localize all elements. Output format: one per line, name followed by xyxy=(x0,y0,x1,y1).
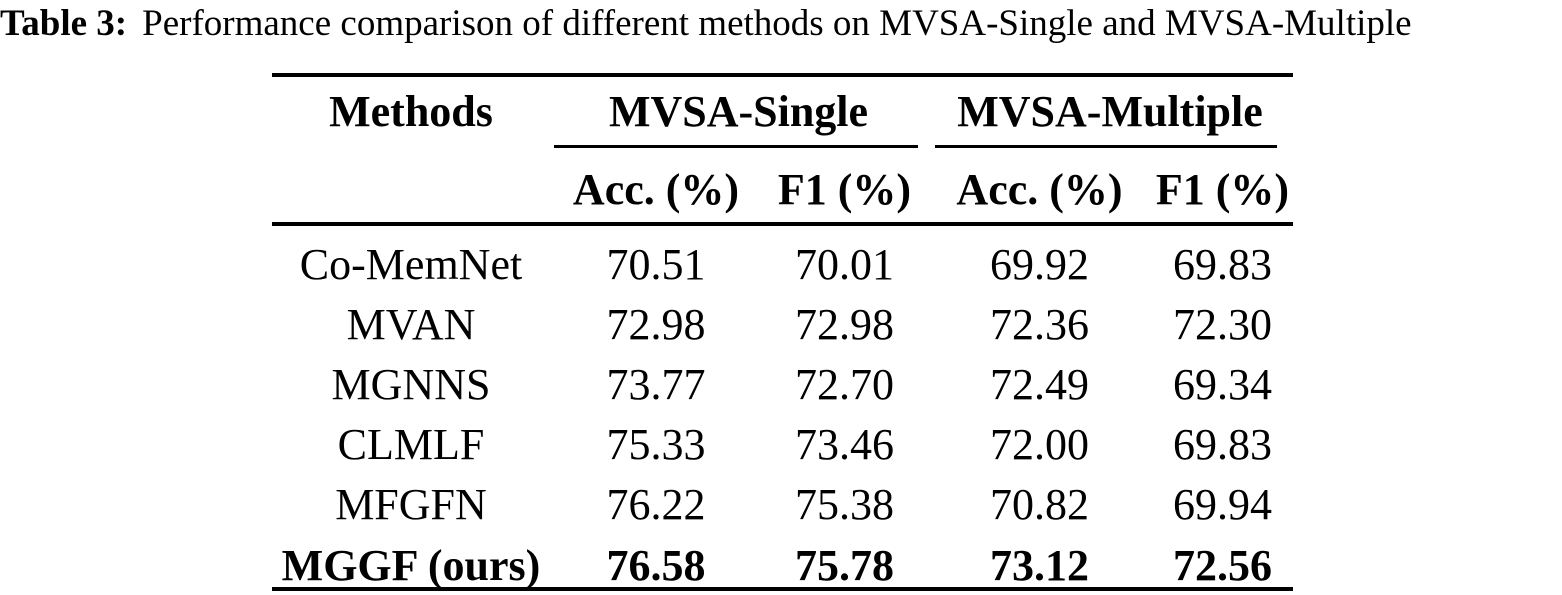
subheader-acc-single: Acc. (%) xyxy=(572,164,740,214)
group-header-mvsa-multiple: MVSA-Multiple xyxy=(957,86,1263,136)
value-cell: 72.56 xyxy=(1173,540,1272,590)
value-cell: 75.38 xyxy=(795,480,894,530)
value-cell: 73.12 xyxy=(990,540,1089,590)
method-cell: CLMLF xyxy=(337,420,485,470)
subheader-acc-multiple: Acc. (%) xyxy=(956,164,1123,214)
top-rule xyxy=(272,73,1293,77)
single-group-rule xyxy=(554,145,918,148)
value-cell: 70.51 xyxy=(606,239,706,289)
value-cell: 72.98 xyxy=(795,299,894,349)
table-row-mggf-ours: MGGF (ours) 76.58 75.78 73.12 72.56 xyxy=(272,527,1293,590)
group-header-mvsa-single: MVSA-Single xyxy=(608,86,869,136)
table-row-clmlf: CLMLF 75.33 73.46 72.00 69.83 xyxy=(272,407,1293,470)
value-cell: 69.83 xyxy=(1173,420,1272,470)
method-cell: Co-MemNet xyxy=(299,239,523,289)
value-cell: 69.83 xyxy=(1173,239,1272,289)
method-cell: MGGF (ours) xyxy=(281,540,541,590)
subheader-row: Acc. (%) F1 (%) Acc. (%) F1 (%) xyxy=(272,148,1293,222)
performance-table: Methods MVSA-Single MVSA-Multiple Acc. (… xyxy=(272,73,1293,592)
value-cell: 76.58 xyxy=(606,540,706,590)
value-cell: 70.01 xyxy=(795,239,894,289)
value-cell: 76.22 xyxy=(606,480,706,530)
table-row-mvan: MVAN 72.98 72.98 72.36 72.30 xyxy=(272,286,1293,349)
group-header-row: Methods MVSA-Single MVSA-Multiple xyxy=(272,77,1293,145)
value-cell: 72.30 xyxy=(1173,299,1272,349)
table-row-mgnns: MGNNS 73.77 72.70 72.49 69.34 xyxy=(272,346,1293,409)
value-cell: 69.94 xyxy=(1173,480,1272,530)
value-cell: 75.78 xyxy=(795,540,894,590)
value-cell: 73.77 xyxy=(606,359,706,409)
table-caption: Table 3: Performance comparison of differ… xyxy=(0,1,1562,47)
value-cell: 72.36 xyxy=(990,299,1089,349)
value-cell: 72.00 xyxy=(990,420,1089,470)
value-cell: 72.49 xyxy=(990,359,1089,409)
subheader-f1-multiple: F1 (%) xyxy=(1155,164,1290,214)
value-cell: 69.92 xyxy=(990,239,1089,289)
value-cell: 73.46 xyxy=(795,420,894,470)
mid-rule xyxy=(272,222,1293,226)
methods-header: Methods xyxy=(329,86,493,136)
value-cell: 75.33 xyxy=(606,420,706,470)
value-cell: 72.70 xyxy=(795,359,894,409)
multiple-group-rule xyxy=(935,145,1277,148)
table-row-mfgfn: MFGFN 76.22 75.38 70.82 69.94 xyxy=(272,467,1293,530)
subheader-f1-single: F1 (%) xyxy=(777,164,912,214)
bottom-rule xyxy=(272,587,1293,592)
value-cell: 70.82 xyxy=(990,480,1089,530)
method-cell: MFGFN xyxy=(335,480,487,530)
method-cell: MGNNS xyxy=(331,359,491,409)
table-row-co-memnet: Co-MemNet 70.51 70.01 69.92 69.83 xyxy=(272,226,1293,289)
cmid-rule-strip xyxy=(272,145,1293,148)
table-caption-text: Performance comparison of different meth… xyxy=(142,3,1412,44)
method-cell: MVAN xyxy=(346,299,476,349)
value-cell: 69.34 xyxy=(1173,359,1272,409)
table-caption-label: Table 3: xyxy=(0,3,128,44)
value-cell: 72.98 xyxy=(606,299,706,349)
